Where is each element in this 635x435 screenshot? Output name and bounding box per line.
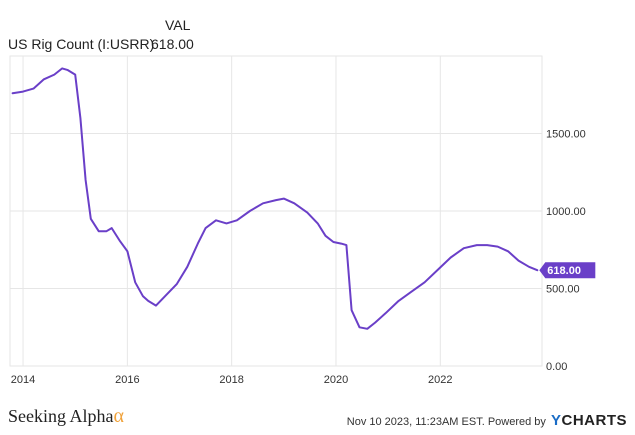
series-lines <box>11 67 539 330</box>
ycharts-y-mark: Y <box>550 412 562 429</box>
footer-attribution: Nov 10 2023, 11:23AM EST. Powered by YCH… <box>347 412 627 429</box>
y-tick-label: 500.00 <box>546 284 580 296</box>
last-value-badge-shape <box>539 262 596 279</box>
ycharts-wordmark: CHARTS <box>561 412 627 429</box>
last-value-badge: 618.00 <box>539 262 596 279</box>
brand-name: Seeking Alpha <box>8 406 114 426</box>
last-value-label: 618.00 <box>547 265 581 277</box>
x-tick-label: 2020 <box>324 374 348 386</box>
x-tick-label: 2016 <box>115 374 139 386</box>
series-line <box>11 67 539 330</box>
x-tick-label: 2018 <box>219 374 243 386</box>
powered-by-label: Powered by <box>487 416 546 428</box>
legend-series-name: US Rig Count (I:USRR) <box>8 36 155 52</box>
legend-series-value: 618.00 <box>151 36 194 52</box>
y-tick-label: 1000.00 <box>546 206 586 218</box>
x-tick-label: 2014 <box>11 374 35 386</box>
grid-lines <box>9 55 543 367</box>
y-tick-label: 0.00 <box>546 361 567 373</box>
x-axis: 2014 2016 2018 2020 2022 <box>11 374 453 386</box>
x-tick-label: 2022 <box>428 374 452 386</box>
seeking-alpha-logo: Seeking Alphaα <box>8 405 124 428</box>
y-axis: 0.00 500.00 1000.00 1500.00 <box>546 129 586 374</box>
alpha-icon: α <box>113 405 124 427</box>
ycharts-logo: YCHARTS <box>551 412 627 429</box>
y-tick-label: 1500.00 <box>546 129 586 141</box>
chart-timestamp: Nov 10 2023, 11:23AM EST. <box>346 416 485 428</box>
legend-column-header: VAL <box>165 17 191 33</box>
